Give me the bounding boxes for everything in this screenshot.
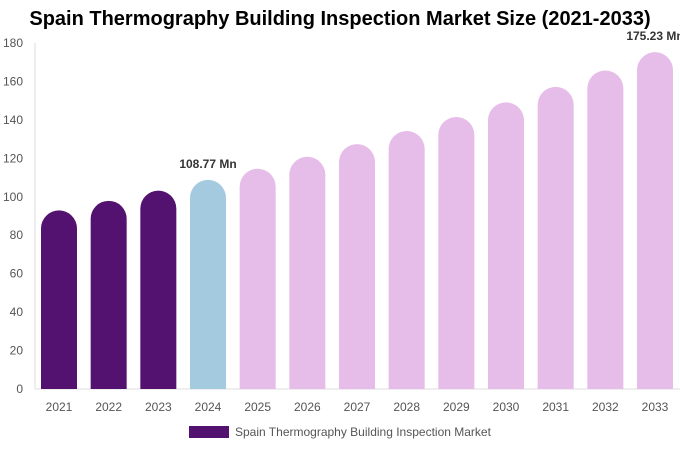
bar-2032: [587, 70, 624, 389]
bar-2031: [537, 86, 574, 390]
y-tick-label: 0: [16, 382, 23, 396]
legend-swatch: [189, 426, 229, 438]
x-tick-label: 2022: [95, 400, 122, 414]
bar-2033: [637, 52, 673, 389]
x-tick-label: 2032: [592, 400, 619, 414]
legend-label: Spain Thermography Building Inspection M…: [235, 425, 491, 439]
bar-2030: [488, 102, 524, 390]
bar-2026: [289, 156, 326, 389]
y-tick-label: 20: [10, 344, 24, 358]
x-tick-label: 2025: [244, 400, 271, 414]
y-tick-label: 140: [3, 113, 23, 127]
x-tick-label: 2023: [145, 400, 172, 414]
bar-2029: [438, 117, 475, 389]
x-tick-label: 2031: [542, 400, 569, 414]
data-label-2024: 108.77 Mn: [179, 157, 236, 171]
bar-2022: [90, 200, 127, 389]
x-tick-label: 2029: [443, 400, 470, 414]
bar-2027: [339, 144, 375, 389]
x-tick-label: 2033: [642, 400, 669, 414]
y-tick-label: 60: [10, 267, 24, 281]
y-tick-label: 40: [10, 305, 24, 319]
bar-2021: [41, 210, 77, 389]
bar-2023: [140, 190, 177, 389]
y-tick-label: 80: [10, 228, 24, 242]
x-tick-label: 2030: [493, 400, 520, 414]
x-tick-label: 2027: [344, 400, 371, 414]
bar-2024: [190, 179, 226, 389]
x-tick-label: 2028: [393, 400, 420, 414]
y-tick-label: 100: [3, 190, 23, 204]
x-tick-label: 2021: [46, 400, 73, 414]
bar-2025: [239, 168, 276, 389]
bar-2028: [388, 131, 425, 389]
y-tick-label: 180: [3, 36, 23, 50]
y-tick-label: 120: [3, 151, 23, 165]
legend: Spain Thermography Building Inspection M…: [189, 425, 491, 439]
chart-title: Spain Thermography Building Inspection M…: [29, 8, 651, 30]
data-label-2033: 175.23 Mn: [626, 29, 680, 43]
x-tick-label: 2026: [294, 400, 321, 414]
x-tick-label: 2024: [195, 400, 222, 414]
y-tick-label: 160: [3, 74, 23, 88]
